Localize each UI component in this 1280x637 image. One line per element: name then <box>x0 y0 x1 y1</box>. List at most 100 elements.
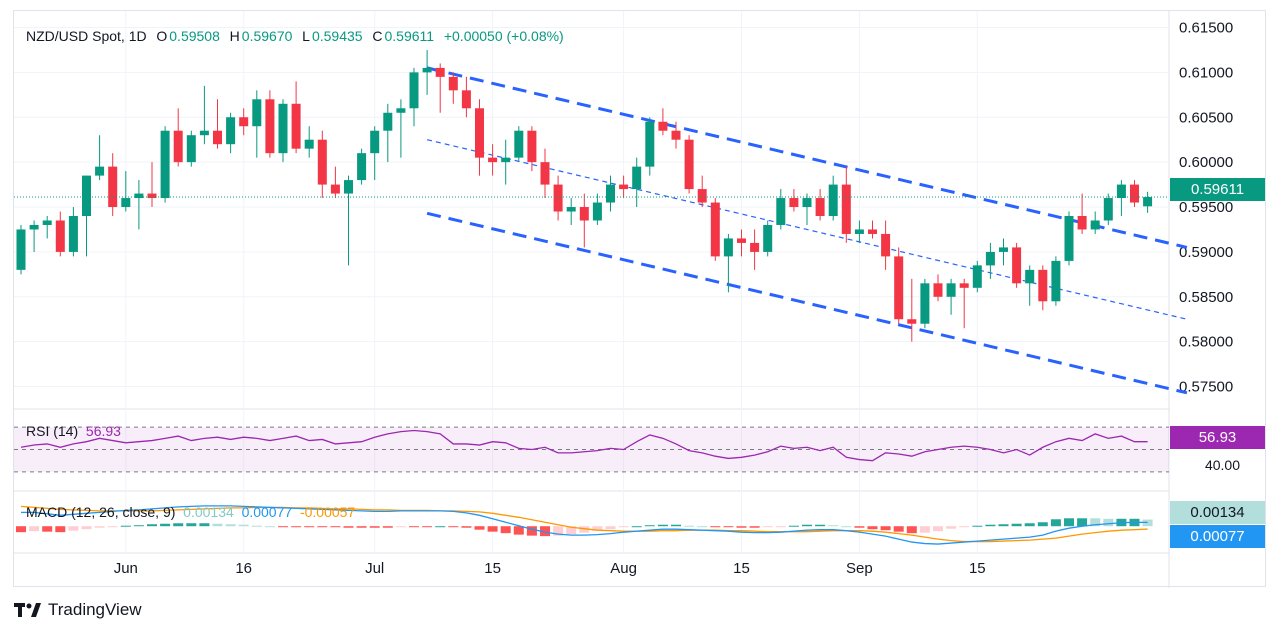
macd-histogram-bar <box>16 526 26 533</box>
macd-histogram-bar <box>880 526 891 531</box>
candle-body <box>1103 198 1113 221</box>
candle-body <box>763 224 773 252</box>
rsi-label: RSI (14) <box>26 423 79 439</box>
candle-body <box>186 135 196 163</box>
rsi-line <box>20 429 1148 462</box>
candle-body <box>737 238 746 243</box>
candle-body <box>330 184 340 194</box>
macd-histogram-bar <box>710 526 721 528</box>
macd-histogram-bar <box>618 526 629 528</box>
brand-name: TradingView <box>48 600 142 619</box>
candle-body <box>42 220 52 225</box>
candle-body <box>357 153 367 181</box>
macd-histogram-bar <box>959 526 970 528</box>
macd-histogram-bar <box>278 526 288 528</box>
macd-hist-badge: 0.00134 <box>1170 501 1265 524</box>
price-tick-label: 0.58500 <box>1179 289 1233 306</box>
macd-histogram-bar <box>317 526 328 528</box>
macd-histogram-bar <box>919 526 930 533</box>
chart-canvas[interactable]: 0.61500 0.61000 0.60500 0.60000 0.59500 0.590… <box>14 11 1267 588</box>
candle-body <box>828 184 838 216</box>
macd-signal-value: -0.00057 <box>299 504 356 520</box>
candle-body <box>134 193 144 199</box>
candle-body <box>527 130 537 163</box>
candle-body <box>881 233 891 257</box>
ohlc-legend: NZD/USD Spot, 1D O 0.59508 H 0.59670 L 0.59… <box>26 28 566 44</box>
macd-histogram-bar <box>671 524 681 527</box>
macd-histogram-bar <box>553 526 564 536</box>
macd-histogram-bar <box>68 526 79 531</box>
price-tick-label: 0.61500 <box>1179 19 1233 36</box>
symbol-title[interactable]: NZD/USD Spot, 1D <box>26 28 147 44</box>
high-label: H <box>229 28 240 44</box>
candle-body <box>1064 216 1074 261</box>
macd-histogram-bar <box>1011 523 1022 527</box>
candle-body <box>435 67 445 77</box>
tradingview-brand[interactable]: TradingView <box>14 600 142 620</box>
candle-body <box>723 238 733 257</box>
candle-body <box>776 198 786 225</box>
macd-histogram-bar <box>605 526 616 530</box>
rsi-legend[interactable]: RSI (14) 56.93 <box>26 423 121 439</box>
macd-histogram-bar <box>1103 518 1114 527</box>
macd-histogram-bar <box>42 526 53 532</box>
macd-histogram-bar <box>644 525 655 527</box>
macd-histogram-bar <box>933 526 943 532</box>
macd-histogram-bar <box>435 526 446 528</box>
macd-histogram-bar <box>946 526 957 529</box>
macd-histogram-bar <box>540 526 550 537</box>
time-tick-label: Jul <box>365 560 384 577</box>
candle-body <box>750 242 760 252</box>
macd-histogram-bar <box>330 526 341 528</box>
macd-histogram-bar <box>173 523 184 527</box>
macd-histogram-bar <box>448 526 459 528</box>
macd-histogram-bar <box>186 523 197 527</box>
macd-histogram-bar <box>592 526 603 531</box>
macd-histogram-bar <box>579 526 590 533</box>
macd-histogram-bar <box>631 526 642 528</box>
candle-body <box>1077 216 1087 230</box>
macd-histogram-bar <box>133 525 144 527</box>
macd-histogram-bar <box>238 524 249 527</box>
macd-histogram-bar <box>356 526 367 528</box>
candle-body <box>173 130 183 163</box>
candle-body <box>540 162 550 185</box>
macd-histogram-bar <box>225 524 236 527</box>
macd-histogram-bar <box>906 526 917 534</box>
candle-body <box>82 175 91 216</box>
macd-histogram-bar <box>1077 518 1088 527</box>
rsi-badge: 56.93 <box>1170 426 1265 449</box>
price-tick-label: 0.57500 <box>1179 379 1233 396</box>
candle-body <box>920 283 930 324</box>
macd-label: MACD (12, 26, close, 9) <box>26 504 176 520</box>
chart-frame[interactable]: 0.61500 0.61000 0.60500 0.60000 0.59500 0.590… <box>13 10 1267 588</box>
macd-histogram-bar <box>697 526 708 528</box>
candle-body <box>645 121 655 167</box>
candle-body <box>946 283 956 297</box>
price-tick-label: 0.60000 <box>1179 154 1233 171</box>
macd-histogram-bar <box>81 526 92 530</box>
macd-histogram-bar <box>841 526 852 528</box>
macd-line <box>21 505 1148 545</box>
price-tick-label: 0.60500 <box>1179 109 1233 126</box>
candle-body <box>448 76 458 91</box>
close-value: 0.59611 <box>384 28 435 44</box>
candle-body <box>566 207 576 212</box>
macd-histogram-bar <box>788 525 799 527</box>
macd-histogram-bar <box>566 526 577 535</box>
candle-body <box>501 157 511 163</box>
candle-body <box>409 72 419 109</box>
channel-upper-line <box>426 66 1188 249</box>
candle-body <box>697 189 707 203</box>
macd-line-badge: 0.00077 <box>1170 525 1265 548</box>
macd-histogram-bar <box>461 526 472 528</box>
change-value: +0.00050 (+0.08%) <box>443 28 564 44</box>
macd-histogram-bar <box>1090 518 1101 527</box>
macd-legend[interactable]: MACD (12, 26, close, 9) 0.00134 0.00077 … <box>26 504 355 520</box>
macd-histogram-bar <box>199 523 210 527</box>
macd-histogram-bar <box>972 525 983 527</box>
macd-histogram-bar <box>264 526 275 528</box>
time-tick-label: 16 <box>235 560 252 577</box>
candle-body <box>606 184 615 203</box>
candle-body <box>488 157 498 163</box>
